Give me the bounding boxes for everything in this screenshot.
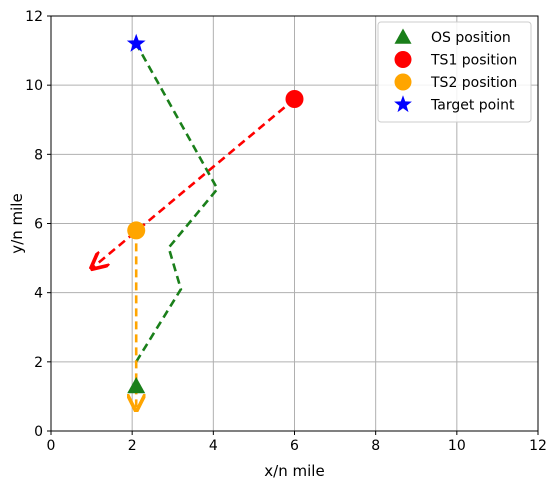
legend-ts2-position-icon bbox=[394, 73, 412, 91]
legend-ts2-position-label: TS2 position bbox=[430, 75, 517, 91]
legend-box bbox=[377, 21, 532, 123]
x-tick-label: 10 bbox=[448, 438, 466, 454]
legend-target-point-icon bbox=[394, 95, 412, 113]
ts1-position-marker bbox=[285, 90, 304, 108]
y-tick-label: 12 bbox=[25, 9, 43, 25]
ticks-layer: 0 2 4 6 8 10 12 0 2 4 6 8 10 12 bbox=[25, 9, 547, 454]
ts2-position-marker bbox=[127, 221, 146, 240]
target-point-marker bbox=[126, 33, 146, 52]
points-layer bbox=[126, 33, 304, 394]
legend-ts1-position-icon bbox=[394, 51, 412, 68]
legend-os-position-icon bbox=[394, 28, 412, 44]
series-layer bbox=[92, 43, 296, 411]
y-tick-label: 4 bbox=[34, 286, 43, 302]
x-tick-label: 2 bbox=[128, 438, 137, 454]
x-tick-label: 6 bbox=[290, 438, 299, 454]
legend-target-point-label: Target point bbox=[430, 98, 515, 114]
series-line-2 bbox=[92, 98, 296, 269]
legend-ts1-position-label: TS1 position bbox=[430, 53, 517, 69]
x-tick-label: 0 bbox=[47, 438, 56, 454]
os-position-marker bbox=[127, 377, 146, 394]
y-tick-label: 10 bbox=[25, 78, 43, 94]
x-tick-label: 8 bbox=[371, 438, 380, 454]
series-line-1 bbox=[135, 43, 219, 363]
legend: OS position TS1 position TS2 position Targe… bbox=[377, 21, 532, 123]
y-tick-label: 2 bbox=[34, 355, 43, 371]
x-tick-label: 12 bbox=[529, 438, 547, 454]
y-tick-label: 8 bbox=[34, 147, 43, 163]
y-tick-label: 0 bbox=[34, 424, 43, 440]
x-axis-label: x/n mile bbox=[264, 462, 324, 480]
y-tick-label: 6 bbox=[34, 217, 43, 233]
legend-os-position-label: OS position bbox=[431, 30, 511, 46]
x-tick-label: 4 bbox=[209, 438, 218, 454]
y-axis-label: y/n mile bbox=[8, 193, 26, 253]
